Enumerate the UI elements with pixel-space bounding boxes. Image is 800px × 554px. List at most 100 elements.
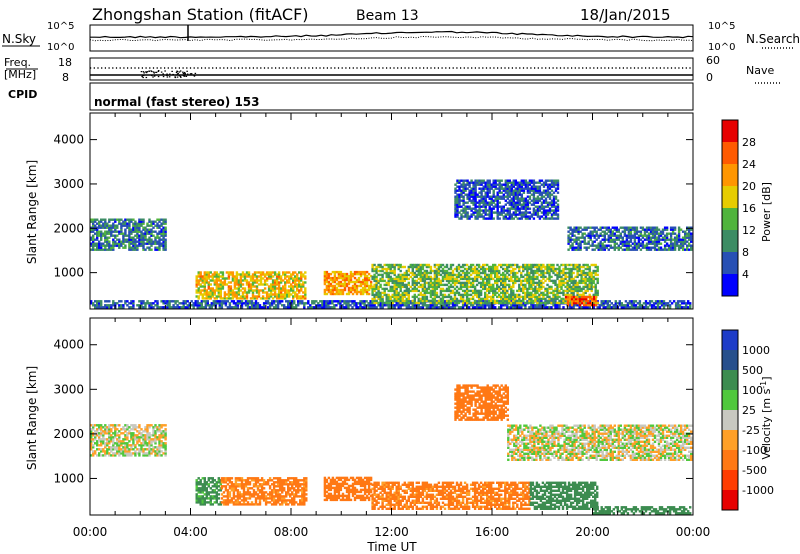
echo-cell — [235, 271, 239, 274]
echo-cell — [609, 246, 612, 249]
echo-cell — [514, 209, 517, 212]
echo-cell — [556, 215, 560, 218]
echo-cell — [243, 279, 247, 282]
echo-cell — [202, 306, 205, 309]
echo-cell — [554, 205, 558, 208]
echo-cell — [249, 297, 253, 300]
echo-cell — [615, 236, 618, 239]
echo-cell — [441, 267, 445, 271]
echo-cell — [458, 205, 461, 208]
echo-cell — [664, 302, 668, 305]
echo-cell — [373, 267, 376, 271]
echo-cell — [463, 304, 467, 307]
echo-cell — [285, 300, 288, 303]
echo-cell — [431, 301, 435, 305]
echo-cell — [548, 207, 552, 210]
echo-cell — [423, 275, 427, 279]
echo-cell — [478, 187, 481, 190]
echo-cell — [548, 209, 552, 212]
echo-cell — [391, 293, 394, 297]
echo-cell — [648, 300, 652, 303]
echo-cell — [488, 209, 491, 212]
echo-cell — [506, 183, 509, 186]
echo-cell — [451, 263, 455, 267]
echo-cell — [496, 279, 499, 283]
echo-cell — [593, 299, 596, 303]
echo-cell — [502, 217, 505, 220]
echo-cell — [429, 283, 433, 287]
echo-cell — [298, 281, 301, 284]
echo-cell — [542, 277, 545, 281]
echo-cell — [546, 306, 549, 309]
echo-cell — [504, 189, 507, 192]
echo-cell — [148, 242, 151, 245]
echo-cell — [607, 238, 610, 241]
echo-cell — [676, 302, 680, 305]
search-tick-bottom: 10^0 — [708, 42, 735, 53]
echo-cell — [431, 304, 435, 307]
echo-cell — [138, 230, 141, 233]
echo-cell — [508, 201, 511, 204]
echo-cell — [110, 248, 113, 251]
echo-cell — [258, 304, 262, 307]
echo-cell — [542, 213, 546, 216]
echo-cell — [114, 236, 117, 239]
echo-cell — [461, 263, 465, 267]
echo-cell — [227, 271, 231, 274]
echo-cell — [250, 300, 254, 303]
echo-cell — [253, 295, 257, 298]
echo-cell — [488, 215, 491, 218]
echo-cell — [490, 211, 493, 214]
echo-cell — [443, 300, 447, 303]
echo-cell — [212, 302, 215, 305]
echo-cell — [490, 271, 493, 275]
echo-cell — [577, 228, 580, 231]
echo-cell — [599, 246, 602, 249]
echo-cell — [510, 301, 513, 305]
echo-cell — [375, 279, 378, 283]
noise-search-trace — [89, 35, 694, 42]
echo-cell — [613, 226, 616, 229]
echo-cell — [600, 300, 603, 303]
echo-cell — [237, 293, 241, 296]
echo-cell — [490, 301, 493, 305]
echo-cell — [575, 226, 578, 229]
echo-cell — [492, 263, 495, 267]
echo-cell — [391, 269, 394, 273]
echo-cell — [419, 273, 422, 277]
echo-cell — [554, 281, 557, 285]
echo-cell — [383, 283, 386, 287]
echo-cell — [150, 228, 153, 231]
echo-cell — [134, 238, 137, 241]
echo-cell — [567, 226, 570, 229]
echo-cell — [449, 289, 453, 293]
echo-cell — [538, 197, 542, 200]
echo-cell — [455, 297, 459, 301]
echo-cell — [590, 271, 593, 275]
echo-cell — [530, 291, 533, 295]
echo-cell — [653, 246, 657, 249]
echo-cell — [397, 304, 400, 307]
echo-cell — [582, 281, 585, 285]
echo-cell — [287, 302, 290, 305]
echo-cell — [201, 275, 204, 278]
echo-cell — [371, 306, 374, 309]
echo-cell — [633, 228, 637, 231]
echo-cell — [500, 187, 503, 190]
echo-cell — [355, 306, 358, 309]
echo-cell — [579, 244, 582, 247]
echo-cell — [110, 246, 113, 249]
echo-cell — [375, 277, 378, 281]
echo-cell — [488, 295, 491, 299]
echo-cell — [455, 275, 459, 279]
echo-cell — [475, 263, 479, 267]
echo-cell — [528, 301, 531, 305]
echo-cell — [612, 304, 615, 307]
echo-cell — [584, 271, 587, 275]
echo-cell — [419, 299, 422, 303]
echo-cell — [407, 295, 410, 299]
echo-cell — [595, 299, 598, 303]
echo-cell — [387, 299, 390, 303]
echo-cell — [595, 303, 598, 307]
echo-cell — [607, 234, 610, 237]
